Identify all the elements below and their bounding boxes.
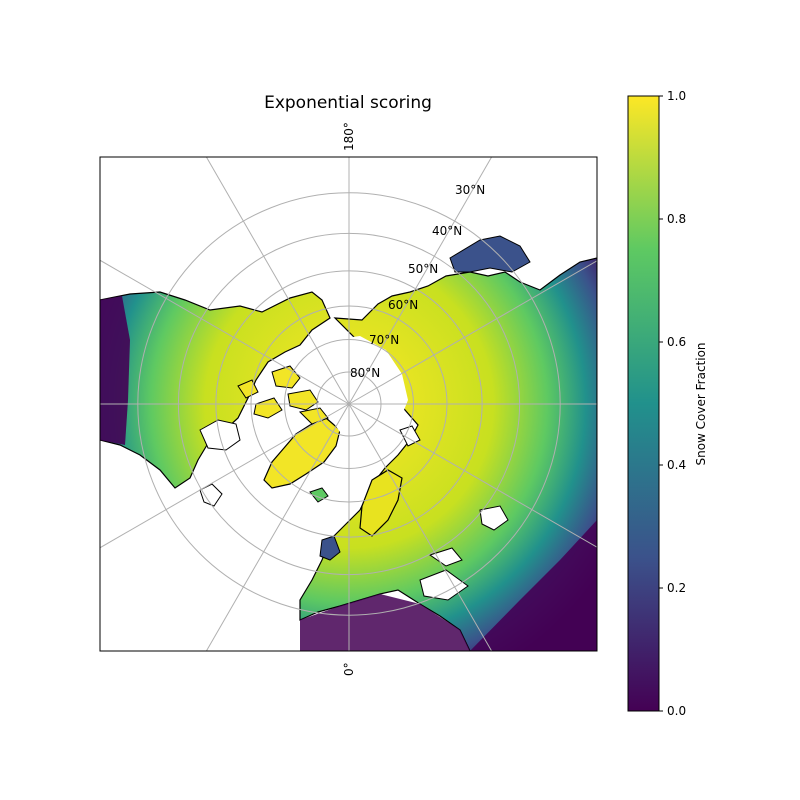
map-title: Exponential scoring (264, 93, 432, 113)
lat-label-30: 30°N (455, 183, 485, 197)
far-east-land (449, 235, 531, 273)
meridian-210 (205, 157, 350, 405)
meridian-label-0: 0° (342, 662, 356, 676)
lat-label-50: 50°N (408, 262, 438, 276)
colorbar-tick-label: 0.0 (667, 704, 686, 718)
arctic-islands (237, 365, 329, 425)
colorbar-ticks: 0.0 0.2 0.4 0.6 0.8 1.0 (659, 89, 686, 718)
colorbar-label: Snow Cover Fraction (694, 342, 708, 465)
lake-hole (199, 483, 223, 507)
arctic-ocean (300, 336, 408, 436)
north-america-land (100, 291, 331, 489)
meridian-30 (348, 403, 493, 651)
southern-band (300, 594, 470, 651)
lat-label-80: 80°N (350, 366, 380, 380)
asia-south (470, 520, 597, 651)
meridian-120 (348, 260, 597, 405)
colorbar-tick-label: 0.2 (667, 581, 686, 595)
meridian-240 (100, 259, 350, 405)
meridian-60 (348, 403, 597, 548)
scandinavia-land (359, 469, 403, 537)
colorbar-tick-label: 0.6 (667, 335, 686, 349)
north-america-south (100, 296, 130, 445)
lat-label-60: 60°N (388, 298, 418, 312)
lat-label-40: 40°N (432, 224, 462, 238)
lat-label-70: 70°N (369, 333, 399, 347)
colorbar-tick-label: 0.4 (667, 458, 686, 472)
map-frame (99, 156, 598, 652)
british-isles (319, 535, 341, 561)
meridian-150 (348, 157, 493, 405)
meridian-label-180: 180° (342, 122, 356, 151)
colorbar-tick-label: 0.8 (667, 212, 686, 226)
meridian-300 (100, 403, 350, 549)
colorbar (627, 95, 660, 712)
meridian-330 (205, 403, 350, 651)
colorbar-tick-label: 1.0 (667, 89, 686, 103)
